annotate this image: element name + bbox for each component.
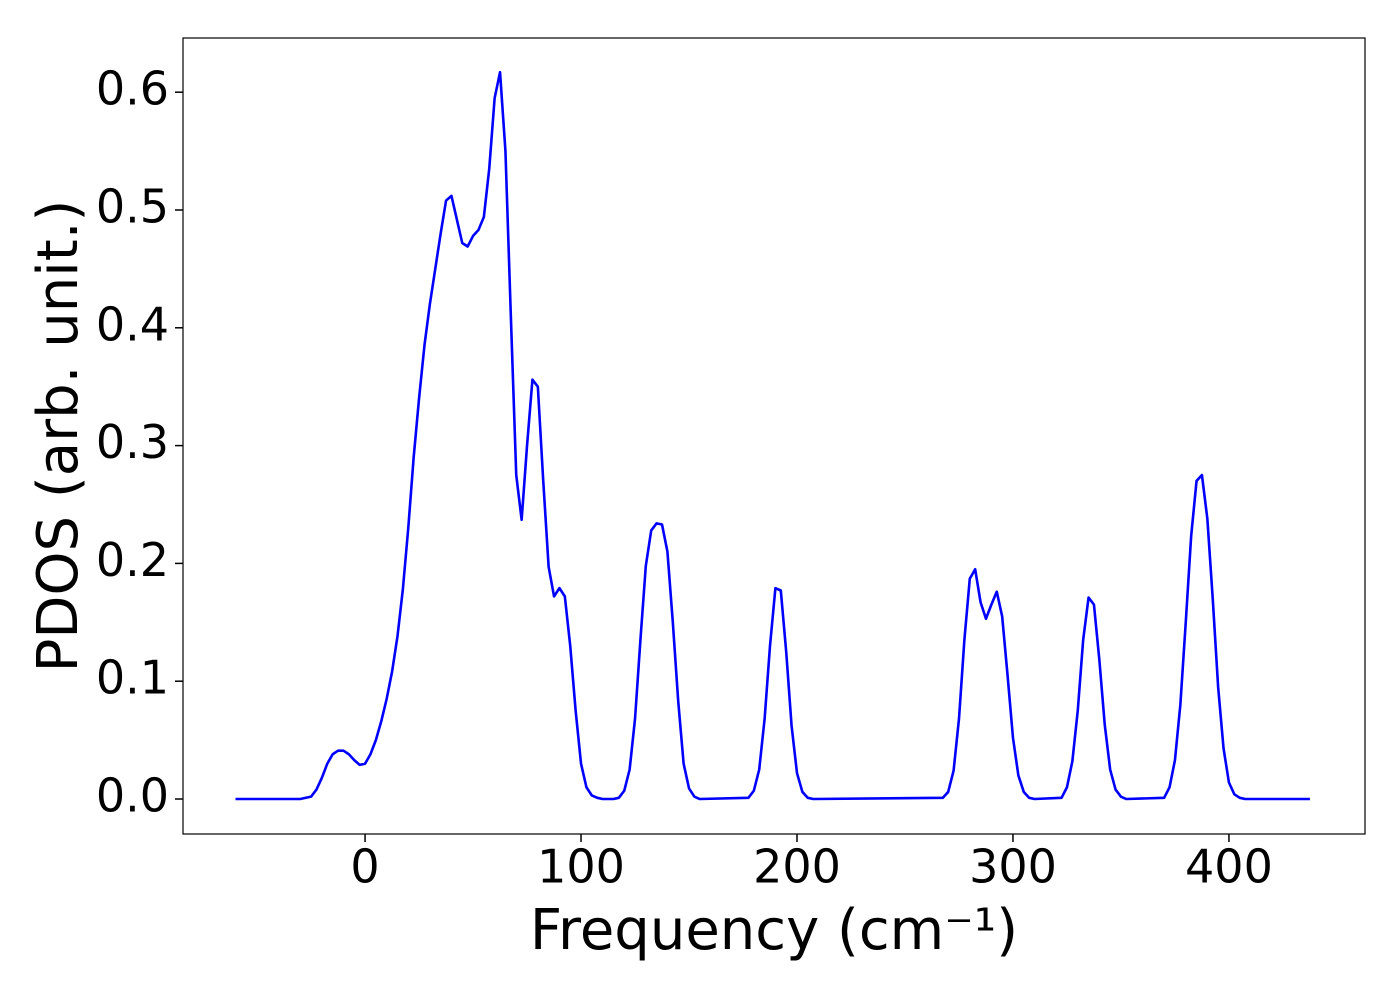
x-tick-label: 400 bbox=[1185, 840, 1273, 894]
y-tick-label: 0.4 bbox=[96, 297, 169, 351]
y-tick-label: 0.1 bbox=[96, 651, 169, 705]
pdos-line bbox=[235, 70, 1310, 801]
y-tick-label: 0.2 bbox=[96, 533, 169, 587]
y-tick-label: 0.5 bbox=[96, 179, 169, 233]
x-tick-label: 300 bbox=[969, 840, 1057, 894]
plot-frame bbox=[182, 37, 1366, 835]
y-tick-label: 0.6 bbox=[96, 62, 169, 116]
x-axis-label: Frequency (cm⁻¹) bbox=[530, 898, 1018, 963]
x-tick-label: 200 bbox=[753, 840, 841, 894]
y-tick-label: 0.3 bbox=[96, 415, 169, 469]
x-tick-label: 0 bbox=[350, 840, 379, 894]
y-tick-label: 0.0 bbox=[96, 769, 169, 823]
y-axis-label: PDOS (arb. unit.) bbox=[26, 200, 91, 673]
x-tick-label: 100 bbox=[537, 840, 625, 894]
